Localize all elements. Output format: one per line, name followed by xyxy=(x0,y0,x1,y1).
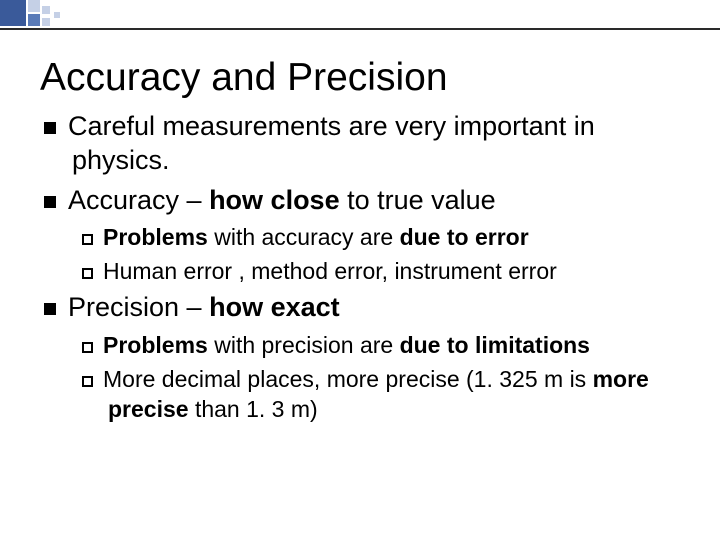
bullet-level-2: Problems with accuracy are due to error xyxy=(82,223,690,253)
bullet-level-1: Precision – how exact xyxy=(44,291,690,325)
bullet-text: More decimal places, more precise (1. 32… xyxy=(103,366,649,422)
bullet-level-2: Problems with precision are due to limit… xyxy=(82,331,690,361)
deco-square xyxy=(28,0,40,12)
bullet-text: Accuracy – how close to true value xyxy=(68,185,496,215)
deco-square xyxy=(54,12,60,18)
deco-square xyxy=(42,18,50,26)
hollow-square-bullet-icon xyxy=(82,268,93,279)
bullet-level-1: Accuracy – how close to true value xyxy=(44,184,690,218)
bullet-level-2: More decimal places, more precise (1. 32… xyxy=(82,365,690,425)
bullet-text: Careful measurements are very important … xyxy=(68,111,595,175)
square-bullet-icon xyxy=(44,122,56,134)
slide-title: Accuracy and Precision xyxy=(40,56,690,100)
hollow-square-bullet-icon xyxy=(82,342,93,353)
corner-decoration xyxy=(0,0,130,30)
deco-square xyxy=(42,6,50,14)
hollow-square-bullet-icon xyxy=(82,234,93,245)
bullet-list: Careful measurements are very important … xyxy=(44,110,690,424)
bullet-text: Problems with precision are due to limit… xyxy=(103,332,590,358)
deco-square xyxy=(0,0,26,26)
deco-square xyxy=(28,14,40,26)
bullet-text: Human error , method error, instrument e… xyxy=(103,258,557,284)
hollow-square-bullet-icon xyxy=(82,376,93,387)
slide-content: Accuracy and Precision Careful measureme… xyxy=(44,56,690,428)
bullet-text: Precision – how exact xyxy=(68,292,340,322)
square-bullet-icon xyxy=(44,303,56,315)
square-bullet-icon xyxy=(44,196,56,208)
bullet-text: Problems with accuracy are due to error xyxy=(103,224,529,250)
horizontal-rule xyxy=(0,28,720,30)
bullet-level-2: Human error , method error, instrument e… xyxy=(82,257,690,287)
bullet-level-1: Careful measurements are very important … xyxy=(44,110,690,178)
